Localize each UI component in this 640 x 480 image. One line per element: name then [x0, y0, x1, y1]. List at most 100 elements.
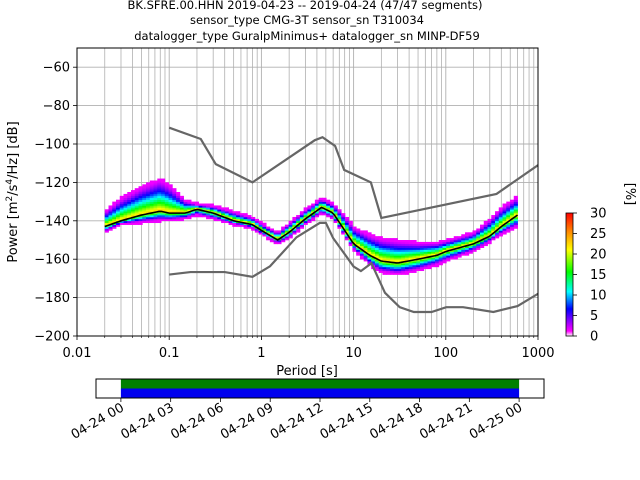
psd-heatmap-cell — [427, 249, 432, 252]
psd-heatmap-cell — [131, 209, 136, 212]
psd-heatmap-cell — [149, 218, 154, 222]
psd-heatmap-cell — [254, 230, 260, 233]
psd-heatmap-cell — [284, 238, 290, 241]
psd-heatmap-cell — [172, 209, 177, 212]
psd-heatmap-cell — [348, 236, 353, 239]
psd-heatmap-cell — [397, 266, 402, 270]
psd-heatmap-cell — [465, 241, 470, 245]
psd-heatmap-cell — [476, 238, 481, 241]
psd-heatmap-cell — [510, 201, 515, 204]
psd-heatmap-cell — [434, 247, 440, 250]
psd-heatmap-cell — [386, 268, 391, 272]
psd-heatmap-cell — [296, 228, 301, 231]
psd-heatmap-cell — [146, 193, 151, 197]
psd-heatmap-cell — [374, 238, 380, 241]
title-line-3: datalogger_type GuralpMinimus+ datalogge… — [134, 29, 480, 43]
psd-heatmap-cell — [371, 236, 376, 239]
psd-heatmap-cell — [262, 222, 267, 225]
psd-heatmap-cell — [363, 238, 368, 241]
psd-heatmap-cell — [146, 199, 151, 202]
psd-heatmap-cell — [168, 197, 173, 200]
psd-heatmap-cell — [483, 226, 488, 229]
psd-heatmap-cell — [453, 255, 458, 258]
psd-heatmap-cell — [344, 230, 350, 233]
x-tick-label: 1000 — [521, 346, 554, 361]
psd-heatmap-cell — [386, 240, 391, 243]
psd-heatmap-cell — [453, 241, 458, 245]
psd-heatmap-cell — [123, 199, 128, 202]
psd-heatmap-cell — [404, 247, 410, 250]
psd-heatmap-cell — [348, 228, 353, 231]
psd-heatmap-cell — [427, 251, 432, 254]
y-tick-label: −60 — [43, 61, 70, 76]
psd-heatmap-cell — [149, 186, 154, 189]
psd-heatmap-cell — [359, 245, 365, 248]
psd-heatmap-cell — [311, 211, 316, 214]
psd-heatmap-cell — [427, 245, 432, 248]
psd-heatmap-cell — [314, 199, 320, 202]
psd-heatmap-cell — [513, 205, 518, 208]
psd-heatmap-cell — [333, 213, 338, 216]
psd-heatmap-cell — [341, 215, 346, 218]
psd-heatmap-cell — [112, 218, 117, 222]
psd-heatmap-cell — [404, 241, 410, 245]
psd-heatmap-cell — [153, 195, 158, 199]
psd-heatmap-cell — [127, 211, 132, 214]
psd-heatmap-cell — [389, 266, 395, 270]
psd-heatmap-cell — [176, 207, 181, 210]
psd-heatmap-cell — [453, 257, 458, 260]
psd-heatmap-cell — [510, 213, 515, 216]
psd-heatmap-cell — [510, 222, 515, 225]
psd-heatmap-cell — [506, 211, 511, 214]
psd-heatmap-cell — [281, 238, 286, 241]
psd-heatmap-cell — [161, 201, 166, 204]
psd-heatmap-cell — [333, 209, 338, 212]
psd-heatmap-cell — [378, 240, 383, 243]
psd-heatmap-cell — [119, 220, 124, 224]
psd-heatmap-cell — [468, 249, 473, 252]
noise-models — [168, 126, 538, 314]
psd-heatmap-cell — [153, 184, 158, 187]
psd-heatmap-cell — [224, 215, 229, 218]
psd-heatmap-cell — [465, 238, 470, 241]
psd-heatmap-cell — [374, 251, 380, 254]
psd-heatmap-cell — [491, 228, 496, 231]
psd-heatmap-cell — [183, 199, 188, 202]
psd-heatmap-cell — [333, 220, 338, 224]
psd-heatmap-cell — [112, 207, 117, 210]
psd-heatmap-cell — [498, 230, 503, 233]
psd-heatmap-cell — [382, 249, 387, 252]
psd-heatmap-cell — [281, 230, 286, 233]
psd-heatmap-cell — [127, 199, 132, 202]
psd-heatmap-cell — [378, 270, 383, 273]
psd-heatmap-cell — [442, 245, 447, 248]
psd-heatmap-cell — [412, 257, 417, 260]
psd-heatmap-cell — [206, 205, 211, 208]
psd-heatmap-cell — [172, 201, 177, 204]
psd-heatmap-cell — [104, 213, 109, 216]
psd-heatmap-cell — [131, 192, 136, 195]
psd-heatmap-cell — [371, 238, 376, 241]
psd-heatmap-cell — [108, 224, 113, 227]
psd-heatmap-cell — [299, 216, 305, 220]
psd-heatmap-cell — [123, 207, 128, 210]
psd-heatmap-cell — [359, 230, 365, 233]
psd-heatmap-cell — [356, 234, 361, 237]
psd-heatmap-cell — [401, 257, 406, 260]
psd-heatmap-cell — [314, 215, 320, 218]
psd-heatmap-cell — [333, 205, 338, 208]
psd-heatmap-cell — [138, 195, 143, 199]
psd-heatmap-cell — [359, 240, 365, 243]
psd-heatmap-cell — [423, 241, 428, 245]
psd-heatmap-cell — [326, 207, 331, 210]
psd-heatmap-cell — [363, 259, 368, 262]
psd-heatmap-cell — [134, 197, 139, 200]
psd-heatmap-cell — [292, 220, 297, 224]
psd-heatmap-cell — [161, 182, 166, 185]
psd-heatmap-cell — [273, 230, 278, 233]
psd-heatmap-cell — [495, 226, 500, 229]
psd-heatmap-cell — [513, 222, 518, 225]
psd-heatmap-cell — [404, 240, 410, 243]
psd-heatmap-cell — [371, 263, 376, 266]
